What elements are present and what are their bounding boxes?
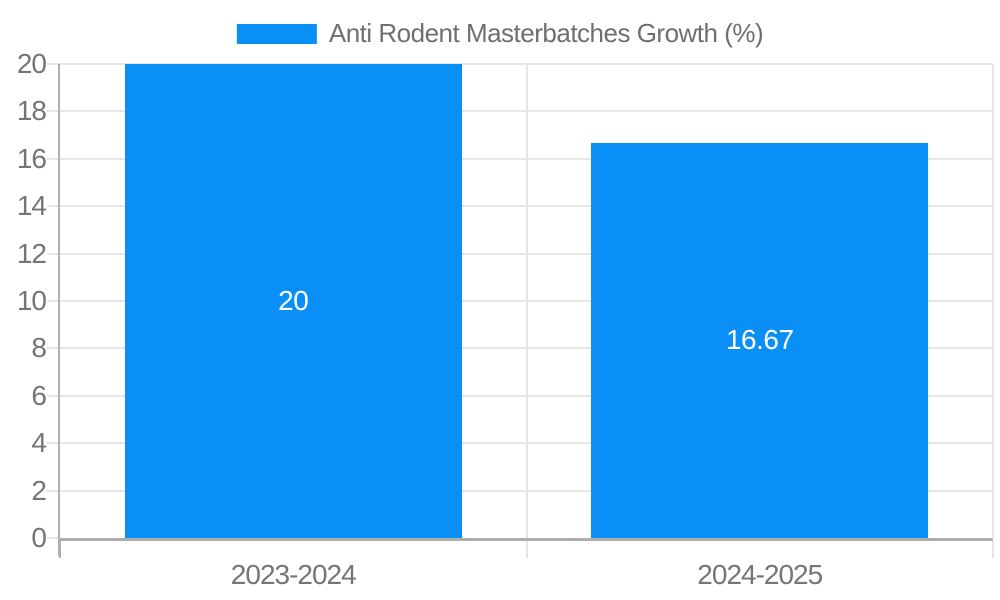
y-axis-tick <box>47 537 60 539</box>
y-axis-tick <box>47 442 60 445</box>
y-axis-tick <box>47 394 60 397</box>
y-axis-tick-label: 6 <box>31 379 47 411</box>
y-axis-tick-label: 12 <box>16 237 47 269</box>
x-axis-category-label: 2023-2024 <box>230 559 357 590</box>
y-axis-tick-label: 10 <box>16 285 47 316</box>
v-gridline <box>992 64 994 538</box>
y-axis-tick <box>47 300 60 302</box>
y-axis-tick <box>47 347 60 350</box>
y-axis-tick <box>47 205 60 208</box>
y-axis-tick-label: 2 <box>31 474 47 506</box>
x-axis-line <box>60 538 993 541</box>
y-axis-tick-label: 4 <box>31 427 47 459</box>
y-axis-tick-label: 14 <box>16 190 47 222</box>
y-axis-tick <box>47 63 60 65</box>
bar <box>124 64 462 538</box>
y-axis-tick-label: 18 <box>16 95 47 127</box>
x-axis-tick <box>59 541 61 558</box>
bar-value-label: 16.67 <box>725 324 794 356</box>
y-axis-tick-label: 16 <box>16 142 47 174</box>
bar-value-label: 20 <box>278 285 309 316</box>
y-axis-tick <box>47 489 60 492</box>
y-axis-line <box>58 64 60 556</box>
y-axis-tick-label: 20 <box>16 48 47 79</box>
legend-swatch <box>236 23 317 44</box>
y-axis-tick-label: 8 <box>31 332 47 364</box>
y-axis-tick-label: 0 <box>31 522 47 553</box>
legend-label: Anti Rodent Masterbatches Growth (%) <box>328 18 764 48</box>
legend: Anti Rodent Masterbatches Growth (%) <box>236 18 764 49</box>
bar <box>591 142 929 538</box>
x-axis-tick <box>525 541 528 558</box>
y-axis-tick <box>47 252 60 255</box>
x-axis-category-label: 2024-2025 <box>697 559 823 590</box>
v-gridline <box>525 64 528 538</box>
x-axis-tick <box>992 541 994 558</box>
y-axis-tick <box>47 110 60 113</box>
y-axis-tick <box>47 157 60 160</box>
